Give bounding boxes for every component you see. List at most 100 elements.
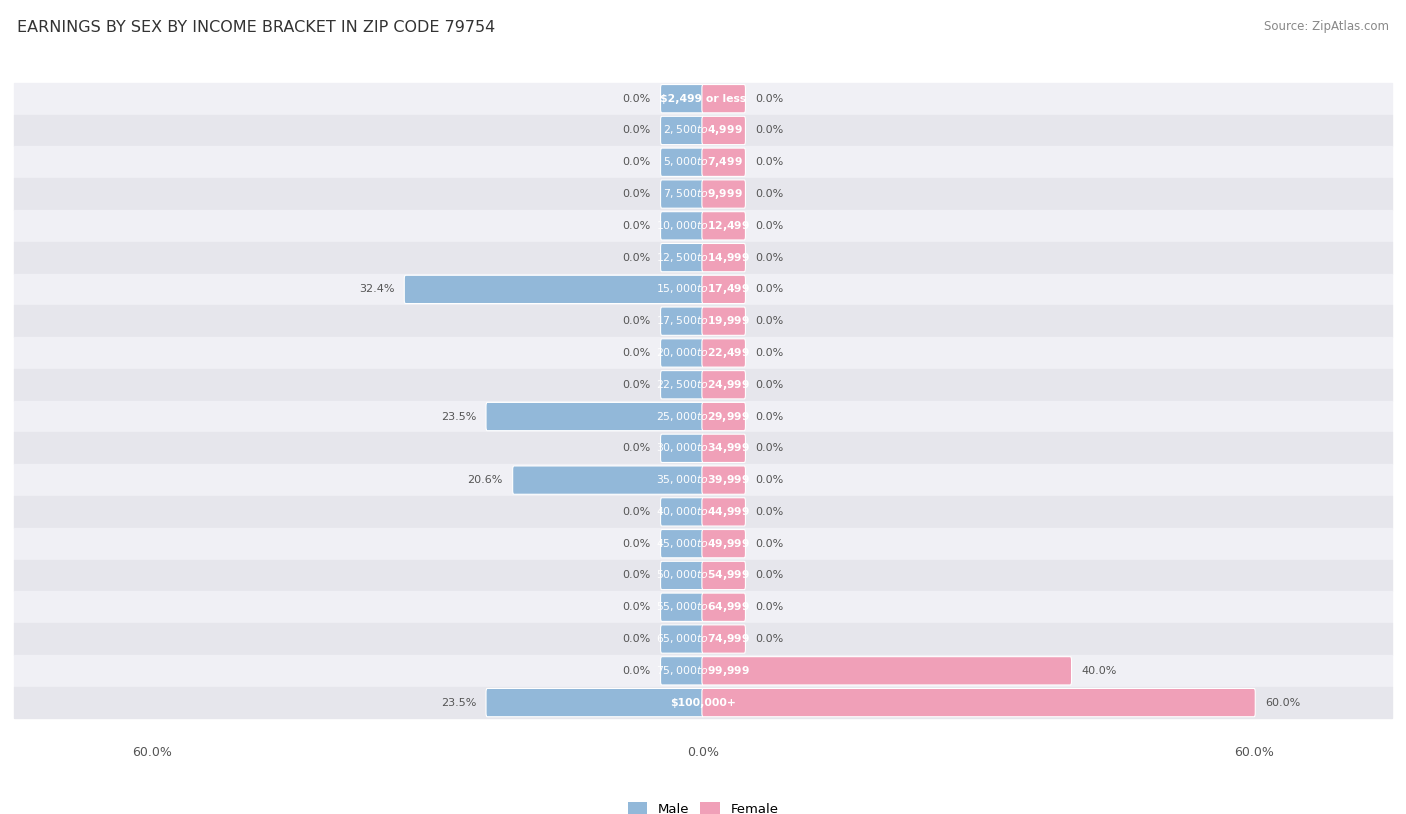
Text: 0.0%: 0.0%: [623, 380, 651, 390]
Bar: [14, 624, 1392, 655]
Text: 32.4%: 32.4%: [359, 284, 394, 295]
Text: 0.0%: 0.0%: [755, 444, 783, 453]
Text: 0.0%: 0.0%: [755, 507, 783, 517]
Text: EARNINGS BY SEX BY INCOME BRACKET IN ZIP CODE 79754: EARNINGS BY SEX BY INCOME BRACKET IN ZIP…: [17, 20, 495, 35]
Text: $65,000 to $74,999: $65,000 to $74,999: [655, 632, 751, 646]
Text: 0.0%: 0.0%: [755, 221, 783, 231]
Bar: [14, 83, 1392, 115]
FancyBboxPatch shape: [661, 370, 704, 399]
FancyBboxPatch shape: [486, 689, 704, 717]
Text: 0.0%: 0.0%: [755, 94, 783, 103]
Text: 0.0%: 0.0%: [623, 444, 651, 453]
Text: 40.0%: 40.0%: [1081, 666, 1116, 676]
Text: $45,000 to $49,999: $45,000 to $49,999: [655, 536, 751, 551]
Text: $55,000 to $64,999: $55,000 to $64,999: [655, 600, 751, 615]
FancyBboxPatch shape: [702, 370, 745, 399]
FancyBboxPatch shape: [702, 466, 745, 494]
Text: 0.0%: 0.0%: [755, 412, 783, 422]
Text: 0.0%: 0.0%: [623, 348, 651, 358]
FancyBboxPatch shape: [661, 339, 704, 367]
Bar: [14, 178, 1392, 210]
FancyBboxPatch shape: [702, 593, 745, 621]
Text: $17,500 to $19,999: $17,500 to $19,999: [655, 314, 751, 328]
FancyBboxPatch shape: [702, 243, 745, 272]
FancyBboxPatch shape: [702, 689, 1256, 717]
Text: $22,500 to $24,999: $22,500 to $24,999: [655, 378, 751, 392]
FancyBboxPatch shape: [702, 657, 1071, 685]
FancyBboxPatch shape: [661, 180, 704, 208]
Text: 0.0%: 0.0%: [755, 571, 783, 580]
Text: 0.0%: 0.0%: [755, 475, 783, 485]
Bar: [14, 559, 1392, 591]
FancyBboxPatch shape: [661, 657, 704, 685]
Text: 23.5%: 23.5%: [440, 412, 477, 422]
Text: 0.0%: 0.0%: [755, 125, 783, 135]
Text: $100,000+: $100,000+: [671, 698, 735, 707]
FancyBboxPatch shape: [661, 116, 704, 145]
Bar: [14, 432, 1392, 464]
Bar: [14, 369, 1392, 400]
Text: 0.0%: 0.0%: [755, 539, 783, 549]
FancyBboxPatch shape: [702, 625, 745, 653]
Text: 20.6%: 20.6%: [467, 475, 503, 485]
Text: 0.0%: 0.0%: [623, 157, 651, 167]
Bar: [14, 147, 1392, 178]
Bar: [14, 274, 1392, 305]
Bar: [14, 591, 1392, 624]
Legend: Male, Female: Male, Female: [623, 797, 783, 814]
Text: $20,000 to $22,499: $20,000 to $22,499: [655, 346, 751, 360]
Bar: [14, 464, 1392, 496]
FancyBboxPatch shape: [661, 307, 704, 335]
Text: $2,499 or less: $2,499 or less: [659, 94, 747, 103]
Text: 0.0%: 0.0%: [755, 348, 783, 358]
Text: 0.0%: 0.0%: [623, 666, 651, 676]
Text: 0.0%: 0.0%: [755, 284, 783, 295]
Bar: [14, 210, 1392, 242]
Text: 0.0%: 0.0%: [755, 157, 783, 167]
FancyBboxPatch shape: [702, 562, 745, 589]
Text: $40,000 to $44,999: $40,000 to $44,999: [655, 505, 751, 519]
Text: 0.0%: 0.0%: [755, 634, 783, 644]
FancyBboxPatch shape: [702, 116, 745, 145]
FancyBboxPatch shape: [702, 275, 745, 304]
Text: 0.0%: 0.0%: [755, 316, 783, 326]
FancyBboxPatch shape: [661, 85, 704, 113]
FancyBboxPatch shape: [661, 562, 704, 589]
Bar: [14, 527, 1392, 559]
FancyBboxPatch shape: [702, 180, 745, 208]
Text: $12,500 to $14,999: $12,500 to $14,999: [655, 251, 751, 265]
FancyBboxPatch shape: [661, 593, 704, 621]
Text: 0.0%: 0.0%: [623, 634, 651, 644]
FancyBboxPatch shape: [702, 402, 745, 431]
Text: $25,000 to $29,999: $25,000 to $29,999: [657, 409, 749, 423]
FancyBboxPatch shape: [661, 497, 704, 526]
Text: 0.0%: 0.0%: [623, 602, 651, 612]
Text: 60.0%: 60.0%: [1265, 698, 1301, 707]
Text: 0.0%: 0.0%: [623, 189, 651, 199]
FancyBboxPatch shape: [513, 466, 704, 494]
FancyBboxPatch shape: [486, 402, 704, 431]
Text: $7,500 to $9,999: $7,500 to $9,999: [664, 187, 742, 201]
Text: $5,000 to $7,499: $5,000 to $7,499: [664, 155, 742, 169]
FancyBboxPatch shape: [702, 339, 745, 367]
Text: 0.0%: 0.0%: [623, 507, 651, 517]
Bar: [14, 687, 1392, 719]
FancyBboxPatch shape: [661, 434, 704, 462]
Text: $50,000 to $54,999: $50,000 to $54,999: [655, 568, 751, 583]
Bar: [14, 496, 1392, 527]
Bar: [14, 242, 1392, 274]
FancyBboxPatch shape: [661, 243, 704, 272]
Text: 0.0%: 0.0%: [623, 221, 651, 231]
Text: 0.0%: 0.0%: [623, 539, 651, 549]
Text: $15,000 to $17,499: $15,000 to $17,499: [655, 282, 751, 296]
FancyBboxPatch shape: [702, 307, 745, 335]
Bar: [14, 400, 1392, 432]
Bar: [14, 655, 1392, 687]
FancyBboxPatch shape: [661, 530, 704, 558]
FancyBboxPatch shape: [702, 530, 745, 558]
Text: 0.0%: 0.0%: [755, 380, 783, 390]
FancyBboxPatch shape: [702, 212, 745, 240]
Text: 0.0%: 0.0%: [623, 125, 651, 135]
Text: 0.0%: 0.0%: [623, 571, 651, 580]
Text: $30,000 to $34,999: $30,000 to $34,999: [655, 441, 751, 455]
